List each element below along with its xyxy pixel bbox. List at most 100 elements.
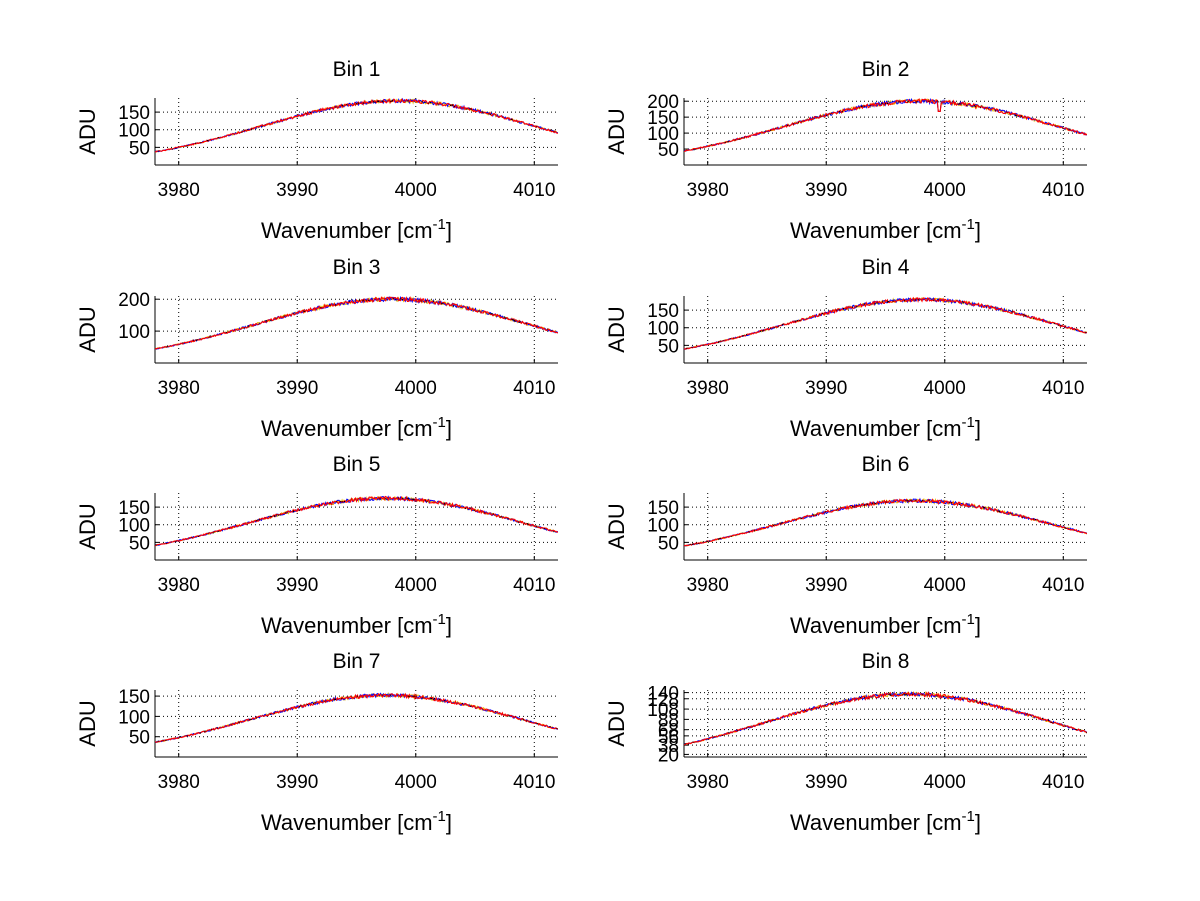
- data-marker: [706, 541, 708, 543]
- data-marker: [1022, 516, 1024, 518]
- data-marker: [702, 541, 704, 543]
- data-marker: [368, 300, 370, 301]
- data-marker: [774, 719, 776, 721]
- x-tick-label: 3990: [276, 378, 318, 399]
- y-tick-label: 150: [118, 103, 150, 124]
- data-marker: [247, 129, 249, 131]
- data-marker: [774, 523, 776, 525]
- data-marker: [318, 505, 320, 507]
- data-marker: [718, 341, 720, 343]
- data-marker: [980, 107, 982, 109]
- data-marker: [862, 105, 864, 107]
- data-marker: [422, 697, 424, 699]
- data-marker: [425, 300, 427, 302]
- data-marker: [720, 340, 722, 342]
- data-marker: [365, 299, 367, 301]
- x-tick-label: 3990: [805, 575, 847, 596]
- data-marker: [225, 331, 227, 333]
- data-marker: [713, 736, 715, 738]
- data-marker: [390, 101, 392, 102]
- data-marker: [413, 695, 415, 697]
- data-marker: [536, 723, 538, 725]
- y-tick-label: 50: [658, 533, 679, 554]
- data-marker: [340, 500, 342, 502]
- data-marker: [910, 499, 912, 501]
- data-marker: [210, 335, 212, 337]
- y-tick-label: 108: [647, 700, 679, 721]
- data-marker: [962, 698, 964, 700]
- data-marker: [1006, 111, 1008, 113]
- y-tick-label: 140: [647, 684, 679, 705]
- data-marker: [751, 725, 753, 727]
- x-axis-label-superscript: -1: [962, 808, 975, 825]
- data-marker: [208, 336, 210, 338]
- y-tick-label: 100: [647, 124, 679, 145]
- data-marker: [1062, 127, 1064, 129]
- data-marker: [689, 544, 691, 545]
- data-marker: [269, 515, 271, 517]
- data-marker: [465, 507, 466, 509]
- data-marker: [729, 338, 731, 340]
- y-tick-label: 100: [647, 319, 679, 340]
- data-marker: [1075, 329, 1077, 331]
- data-marker: [872, 502, 873, 504]
- data-marker: [499, 516, 501, 518]
- data-marker: [798, 711, 800, 713]
- y-tick-label: 150: [647, 108, 679, 129]
- data-marker: [489, 313, 491, 314]
- data-marker: [762, 330, 764, 332]
- data-marker: [408, 696, 410, 698]
- data-marker: [838, 309, 840, 311]
- data-marker: [958, 504, 960, 505]
- data-marker: [358, 299, 360, 301]
- y-axis-label: ADU: [75, 306, 100, 352]
- data-marker: [708, 540, 710, 542]
- data-marker: [775, 127, 777, 129]
- data-marker: [524, 522, 526, 524]
- y-tick-label: 88: [658, 710, 679, 731]
- data-marker: [536, 126, 538, 128]
- y-tick-label: 150: [118, 687, 150, 708]
- data-marker: [888, 693, 890, 695]
- data-marker: [905, 693, 907, 695]
- data-marker: [835, 509, 837, 511]
- data-marker: [451, 104, 453, 106]
- x-tick-label: 4000: [395, 575, 437, 596]
- data-marker: [346, 104, 348, 106]
- data-marker: [772, 719, 773, 721]
- data-marker: [162, 739, 164, 741]
- data-marker: [182, 342, 184, 344]
- data-marker: [744, 137, 746, 139]
- data-marker: [424, 102, 426, 103]
- x-axis-label: Wavenumber [cm-1]: [790, 808, 981, 835]
- data-marker: [859, 107, 861, 109]
- data-marker: [933, 299, 935, 301]
- data-marker: [250, 719, 252, 720]
- data-marker: [876, 302, 878, 304]
- data-marker: [968, 699, 970, 701]
- x-axis-label-superscript: -1: [433, 216, 446, 233]
- data-marker: [795, 518, 797, 520]
- x-axis-label: Wavenumber [cm-1]: [261, 808, 452, 835]
- data-marker: [845, 308, 847, 310]
- data-marker: [200, 732, 201, 734]
- data-marker: [869, 104, 871, 106]
- subplot-title: Bin 3: [333, 256, 381, 279]
- x-axis-label-main: Wavenumber [cm: [790, 218, 962, 243]
- data-marker: [914, 500, 916, 502]
- subplot-title: Bin 8: [862, 650, 910, 673]
- data-marker: [441, 303, 443, 305]
- data-marker: [482, 111, 484, 113]
- y-axis-label: ADU: [75, 108, 100, 154]
- data-marker: [794, 320, 796, 322]
- data-marker: [864, 696, 866, 698]
- data-marker: [450, 104, 452, 106]
- data-marker: [1069, 128, 1071, 130]
- data-marker: [519, 321, 521, 323]
- data-marker: [885, 501, 887, 503]
- data-marker: [478, 310, 480, 312]
- data-marker: [985, 703, 987, 704]
- data-marker: [195, 339, 197, 341]
